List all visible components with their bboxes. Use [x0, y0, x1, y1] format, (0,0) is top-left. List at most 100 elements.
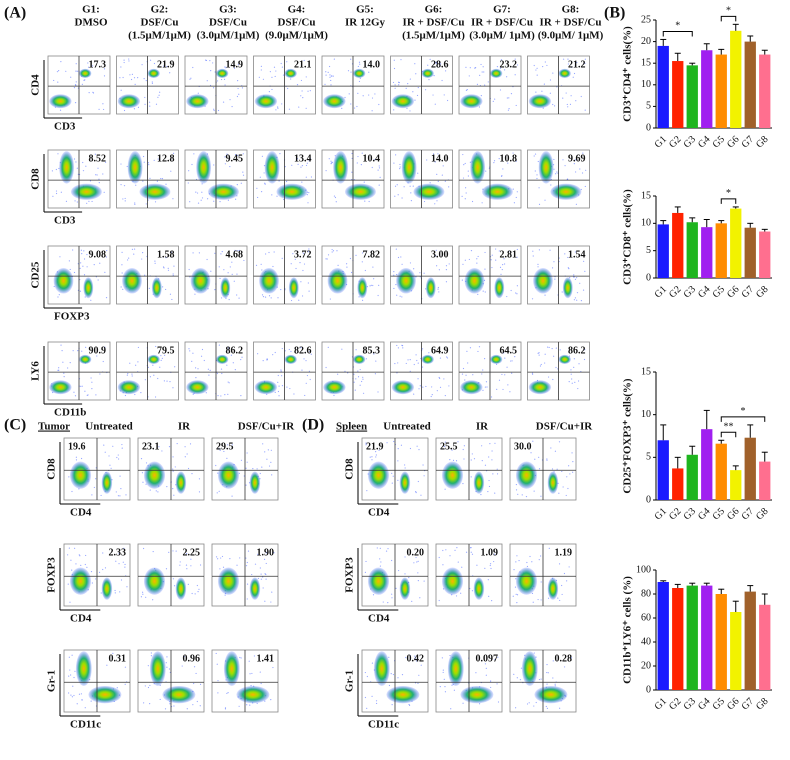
event-dot	[365, 358, 368, 360]
event-dot	[198, 478, 201, 480]
event-dot	[432, 94, 434, 96]
event-dot	[487, 490, 489, 493]
event-dot	[134, 83, 136, 85]
event-dot	[393, 271, 395, 273]
event-dot	[371, 662, 374, 664]
event-dot	[199, 705, 201, 707]
event-dot	[78, 693, 81, 695]
event-dot	[444, 686, 446, 688]
event-dot	[531, 372, 534, 374]
event-dot	[514, 586, 517, 588]
event-dot	[123, 59, 125, 61]
event-dot	[229, 165, 231, 168]
event-dot	[484, 251, 486, 254]
event-dot	[353, 373, 355, 375]
event-dot	[572, 471, 574, 473]
event-dot	[515, 707, 517, 709]
event-dot	[530, 452, 532, 454]
event-dot	[100, 592, 102, 594]
event-dot	[494, 492, 496, 494]
significance-bracket	[720, 198, 737, 204]
event-dot	[226, 364, 228, 366]
event-dot	[431, 394, 433, 396]
gate-percentage: 13.4	[294, 153, 312, 164]
event-dot	[573, 358, 575, 360]
event-dot	[222, 566, 225, 568]
cell-cluster	[162, 685, 196, 704]
event-dot	[123, 109, 126, 112]
bar	[686, 222, 698, 278]
event-dot	[435, 249, 437, 251]
cell-cluster	[550, 183, 582, 200]
event-dot	[574, 65, 576, 67]
bar	[657, 582, 669, 690]
significance-label: *	[675, 21, 680, 32]
event-dot	[141, 472, 144, 474]
event-dot	[393, 162, 395, 164]
event-dot	[567, 256, 569, 259]
event-dot	[409, 78, 411, 80]
cell-cluster	[528, 94, 552, 109]
event-dot	[445, 265, 448, 267]
event-dot	[493, 162, 495, 164]
event-dot	[208, 374, 210, 376]
event-dot	[220, 395, 222, 397]
event-dot	[501, 156, 503, 158]
event-dot	[585, 169, 587, 171]
event-dot	[155, 345, 157, 348]
event-dot	[80, 249, 82, 251]
event-dot	[334, 196, 337, 199]
event-dot	[380, 561, 382, 563]
event-dot	[540, 599, 542, 601]
event-dot	[134, 393, 136, 396]
event-dot	[268, 295, 271, 297]
event-dot	[337, 264, 339, 266]
cell-cluster	[558, 354, 571, 365]
event-dot	[379, 565, 381, 567]
event-dot	[153, 159, 155, 162]
event-dot	[373, 353, 375, 355]
event-dot	[436, 265, 438, 267]
event-dot	[484, 464, 487, 466]
event-dot	[484, 663, 487, 665]
x-tick-label: G8	[754, 284, 770, 300]
x-axis-label: FOXP3	[54, 311, 90, 323]
event-dot	[286, 61, 288, 63]
event-dot	[410, 192, 412, 194]
significance-label: *	[741, 406, 746, 417]
event-dot	[191, 592, 193, 595]
event-dot	[502, 168, 504, 170]
event-dot	[478, 703, 481, 705]
event-dot	[358, 61, 361, 63]
cell-cluster	[127, 151, 143, 184]
event-dot	[399, 163, 401, 166]
event-dot	[391, 559, 393, 562]
group-header: G5:	[356, 4, 374, 16]
event-dot	[201, 348, 204, 351]
event-dot	[371, 695, 373, 697]
event-dot	[406, 107, 408, 109]
event-dot	[86, 253, 88, 256]
event-dot	[547, 597, 550, 599]
event-dot	[526, 561, 528, 564]
event-dot	[232, 362, 234, 364]
event-dot	[550, 184, 552, 186]
event-dot	[277, 390, 280, 393]
event-dot	[552, 677, 554, 679]
event-dot	[170, 251, 172, 253]
event-dot	[476, 258, 478, 260]
event-dot	[94, 153, 96, 155]
event-dot	[562, 97, 564, 99]
event-dot	[565, 494, 567, 497]
event-dot	[81, 350, 83, 352]
event-dot	[538, 203, 541, 205]
event-dot	[483, 71, 485, 73]
event-dot	[393, 287, 395, 290]
event-dot	[78, 554, 80, 556]
event-dot	[375, 360, 377, 362]
event-dot	[490, 259, 492, 261]
y-tick-label: 15	[641, 57, 651, 68]
cell-cluster	[413, 183, 445, 200]
event-dot	[236, 564, 238, 566]
